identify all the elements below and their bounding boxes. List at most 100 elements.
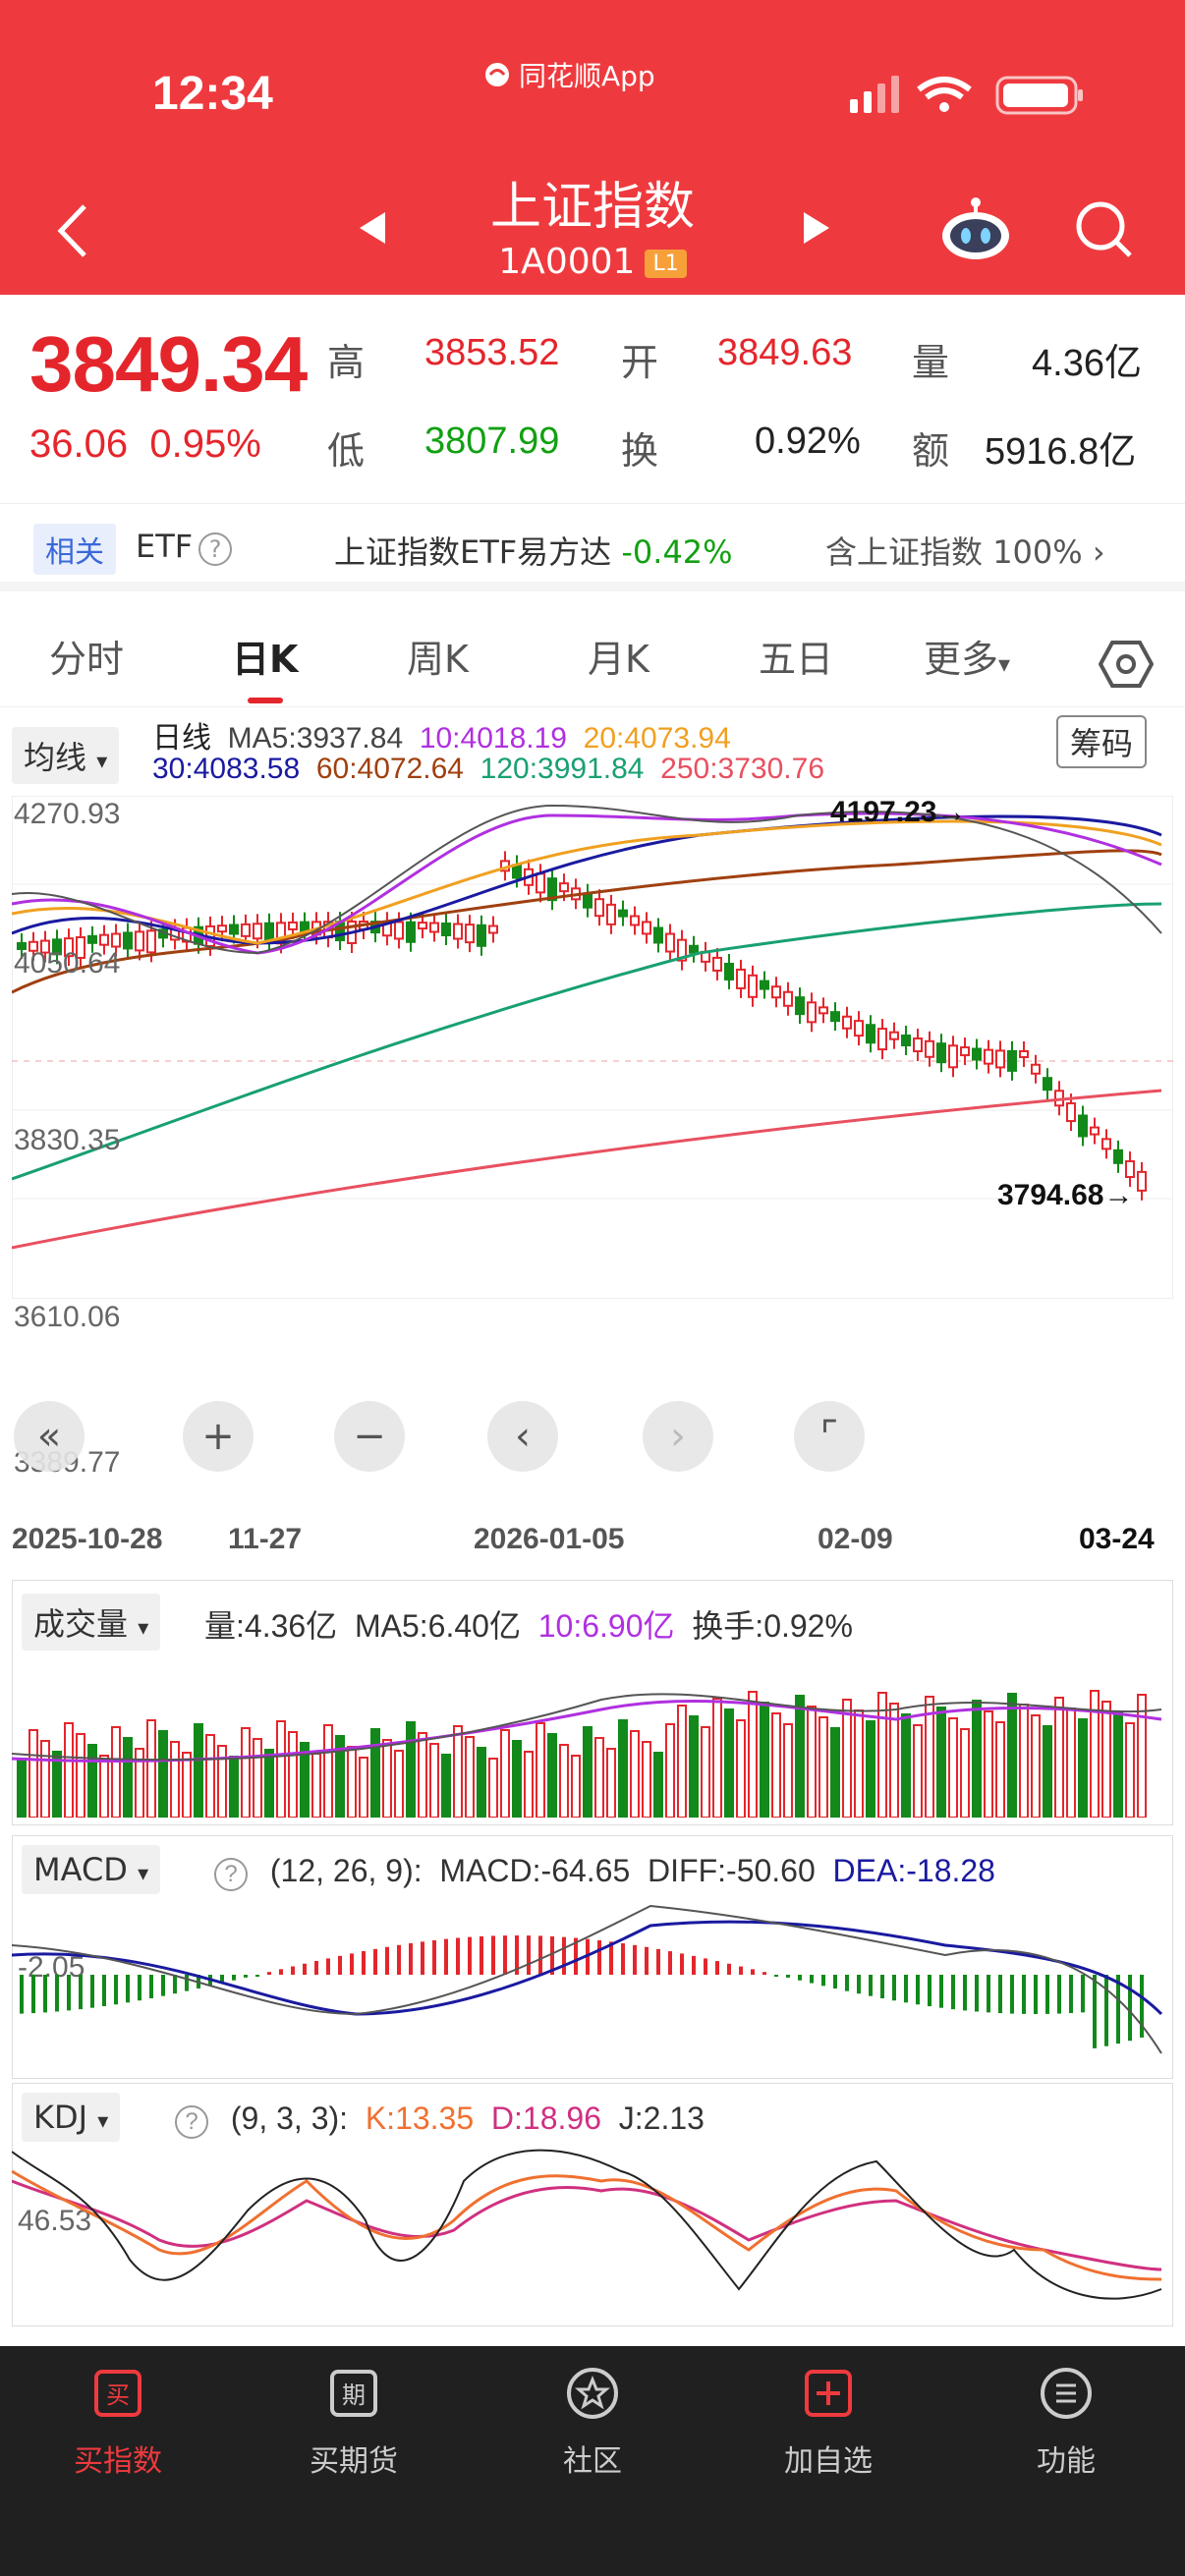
candle [418, 922, 427, 930]
back-icon[interactable] [49, 196, 98, 265]
volume-bar [394, 1750, 404, 1818]
macd-bar [715, 1961, 719, 1975]
volume-bar [123, 1737, 133, 1818]
candle [40, 939, 50, 954]
candle [1007, 1049, 1017, 1072]
macd-bar [291, 1966, 295, 1975]
vol-ma10-line [12, 1699, 1162, 1764]
volume-bar [630, 1730, 640, 1818]
macd-bar [373, 1948, 377, 1975]
low-value: 3807.99 [424, 420, 560, 462]
candle [123, 931, 133, 950]
macd-bar [79, 1975, 83, 2010]
vol-ma10: 10:6.90亿 [537, 1608, 675, 1644]
macd-selector[interactable]: MACD ▾ [22, 1845, 161, 1894]
nav-functions[interactable]: 功能 [997, 2366, 1135, 2480]
volume-svg [12, 1690, 1162, 1818]
tab-more[interactable]: 更多▾ [924, 629, 1010, 683]
macd-bar [1081, 1975, 1085, 2013]
macd-bar [90, 1975, 94, 2008]
settings-icon[interactable] [1099, 637, 1154, 692]
macd-bar [751, 1969, 755, 1975]
diff-line [12, 1904, 1162, 2054]
macd-bar [444, 1938, 448, 1975]
help-icon[interactable]: ? [214, 1858, 248, 1891]
fullscreen-button[interactable]: ⌜ [794, 1401, 865, 1472]
macd-bar [892, 1975, 896, 2001]
app-logo-icon [485, 63, 509, 86]
macd-histogram [20, 1935, 1144, 2048]
macd-bar [480, 1935, 483, 1975]
add-watchlist-icon [805, 2370, 852, 2417]
scroll-left-button[interactable]: ‹ [487, 1401, 558, 1472]
volume-bar [807, 1706, 817, 1818]
candle [948, 1044, 958, 1069]
prev-stock-icon[interactable] [354, 208, 393, 248]
next-stock-icon[interactable] [796, 208, 835, 248]
macd-value: MACD:-64.65 [439, 1853, 631, 1888]
kdj-params: (9, 3, 3): [230, 2100, 349, 2136]
candle [712, 956, 722, 972]
tab-daily[interactable]: 日K [232, 638, 299, 681]
candle [229, 924, 239, 935]
candle [913, 1037, 923, 1053]
volume-bar [1137, 1694, 1147, 1818]
macd-bar [527, 1935, 531, 1975]
macd-bar [987, 1975, 990, 2013]
related-etf-bar[interactable]: 相关 ETF? 上证指数ETF易方达 -0.42% 含上证指数 100% › [0, 503, 1185, 591]
last-price: 3849.34 [29, 320, 308, 408]
candle [1031, 1063, 1041, 1075]
tab-intraday[interactable]: 分时 [49, 638, 125, 681]
assistant-robot-icon[interactable] [938, 196, 1013, 261]
macd-bar [1022, 1975, 1026, 2014]
nav-label: 买期货 [310, 2444, 398, 2479]
candle [736, 968, 746, 989]
tab-monthly[interactable]: 月K [588, 638, 649, 681]
y-label-max: 4270.93 [14, 798, 121, 830]
volume-selector-label: 成交量 [33, 1605, 129, 1643]
kdj-selector[interactable]: KDJ ▾ [22, 2093, 121, 2142]
etf-item[interactable]: 上证指数ETF易方达 -0.42% [334, 528, 733, 573]
macd-bar [362, 1951, 366, 1975]
tab-five-day[interactable]: 五日 [759, 638, 834, 681]
dea-line [12, 1920, 1163, 2016]
candle [960, 1046, 970, 1057]
zoom-in-button[interactable]: + [183, 1401, 254, 1472]
nav-add-watchlist[interactable]: 加自选 [760, 2366, 897, 2480]
contain-item[interactable]: 含上证指数 100% › [825, 528, 1105, 573]
volume-bar [960, 1728, 970, 1818]
vol-value: 量:4.36亿 [204, 1608, 338, 1644]
y-label-2: 4050.64 [14, 947, 121, 980]
macd-bar [786, 1975, 790, 1978]
candle [653, 926, 663, 944]
macd-bar [20, 1975, 24, 2014]
candle [771, 985, 781, 999]
contain-pct: 100% [992, 533, 1083, 571]
help-icon[interactable]: ? [198, 532, 233, 566]
ma250-value: 250:3730.76 [660, 753, 825, 785]
tab-weekly[interactable]: 周K [407, 638, 469, 681]
volume-bar [264, 1749, 274, 1818]
ma-selector[interactable]: 均线 ▾ [12, 727, 120, 784]
period-label: 日线 [152, 722, 211, 755]
zoom-out-max-button[interactable]: « [14, 1401, 85, 1472]
macd-bar [338, 1955, 342, 1975]
nav-buy-index[interactable]: 买 买指数 [49, 2366, 187, 2480]
candle [936, 1042, 946, 1064]
zoom-out-button[interactable]: − [334, 1401, 405, 1472]
volume-bar [701, 1726, 710, 1818]
macd-bar [397, 1944, 401, 1975]
search-icon[interactable] [1071, 196, 1136, 261]
nav-community[interactable]: 社区 [524, 2366, 661, 2480]
volume-bar [146, 1719, 156, 1818]
volume-selector[interactable]: 成交量 ▾ [22, 1594, 161, 1651]
volume-bar [1054, 1697, 1064, 1818]
kline-svg[interactable] [12, 796, 1173, 1299]
scroll-right-button[interactable]: › [643, 1401, 713, 1472]
macd-bar [762, 1972, 766, 1975]
nav-buy-futures[interactable]: 期 买期货 [285, 2366, 423, 2480]
etf-label: ETF? [136, 528, 246, 566]
chip-button[interactable]: 筹码 [1056, 715, 1148, 768]
help-icon[interactable]: ? [175, 2105, 208, 2139]
macd-bar [468, 1936, 472, 1975]
